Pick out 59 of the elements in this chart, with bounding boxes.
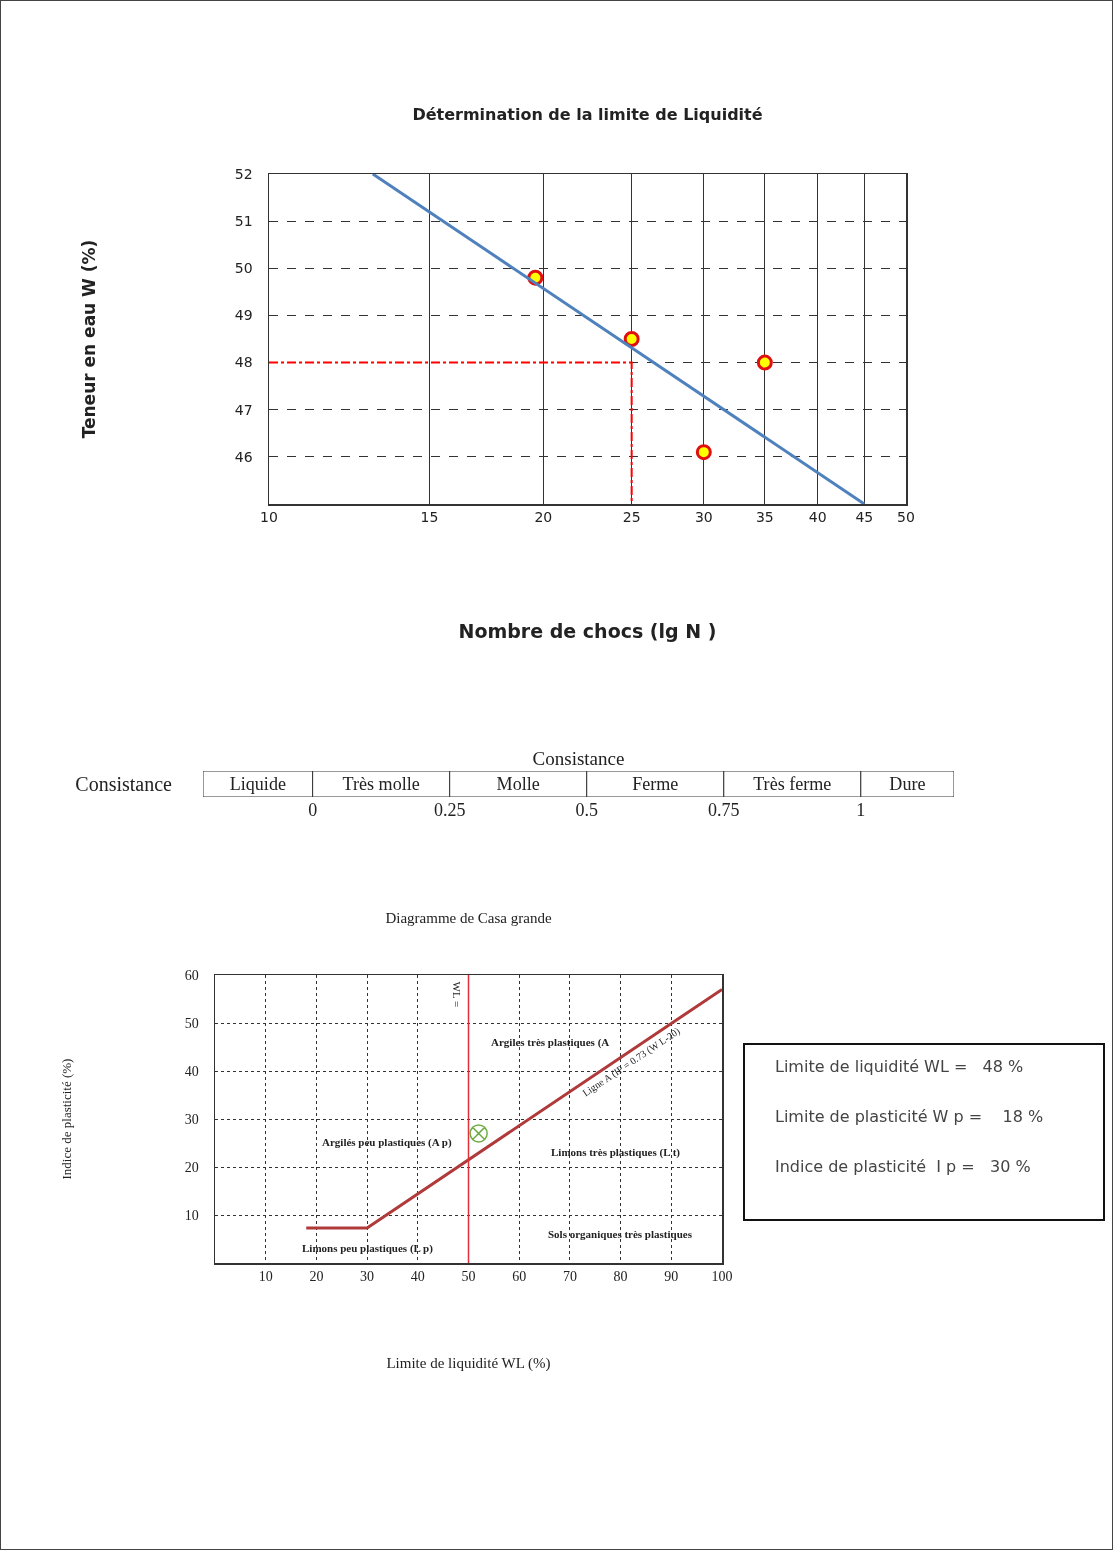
y-tick-label: 46 [234, 448, 253, 465]
x-tick-label: 20 [309, 1269, 324, 1285]
x-axis-title: Limite de liquidité WL (%) [386, 1355, 551, 1373]
x-tick-label: 35 [755, 509, 774, 526]
chart-title: Diagramme de Casa grande [385, 910, 552, 927]
x-tick-label: 20 [534, 509, 553, 526]
x-tick-label: 45 [855, 509, 874, 526]
annotation: Limons très plastiques (L t) [551, 1146, 681, 1159]
x-tick-label: 80 [613, 1269, 628, 1285]
x-tick-label: 10 [260, 509, 278, 526]
y-tick-label: 60 [184, 967, 199, 983]
text: Consistance [75, 773, 173, 795]
series-label: Molle [496, 774, 540, 795]
y-tick-label: 20 [184, 1159, 199, 1175]
x-tick-label: 40 [410, 1269, 425, 1285]
x-tick-label: 10 [258, 1269, 273, 1285]
x-tick-label: 50 [897, 509, 915, 526]
y-tick-label: 40 [184, 1063, 199, 1079]
y-axis-title: Indice de plasticité (%) [58, 1058, 74, 1180]
y-tick-label: 50 [184, 1015, 199, 1031]
y-tick-label: 51 [234, 213, 253, 230]
y-tick-label: 10 [184, 1207, 199, 1223]
annotation: Sols organiques très plastiques [548, 1228, 693, 1240]
y-tick-label: 47 [234, 401, 253, 418]
x-tick-label: 30 [360, 1269, 375, 1285]
x-axis-title: Nombre de chocs (lg N ) [458, 619, 717, 642]
x-tick-label: 70 [562, 1269, 577, 1285]
series-label: Dure [889, 774, 926, 795]
x-tick-label: 0.25 [433, 800, 466, 820]
text: Indice de plasticité I p = 30 % [775, 1157, 1031, 1176]
x-tick-label: 30 [694, 509, 713, 526]
y-tick-label: 50 [234, 260, 253, 277]
annotation: Argiles très plastiques (A [491, 1036, 610, 1049]
y-tick-label: 49 [234, 307, 253, 324]
y-axis-title: Teneur en eau W (%) [78, 239, 99, 439]
x-tick-label: 0.5 [575, 800, 598, 820]
annotation: Argilés peu plastiques (A p) [322, 1136, 452, 1149]
series-label: Très ferme [753, 774, 832, 795]
x-tick-label: 25 [622, 509, 641, 526]
y-tick-label: 30 [184, 1111, 199, 1127]
text: Limite de plasticité W p = 18 % [775, 1107, 1044, 1126]
x-tick-label: 90 [664, 1269, 679, 1285]
annotation: Limons peu plastiques (L p) [302, 1242, 434, 1255]
x-tick-label: 40 [808, 509, 827, 526]
x-tick-label: 60 [512, 1269, 527, 1285]
x-tick-label: 0 [308, 800, 318, 820]
y-tick-label: 52 [234, 165, 253, 182]
x-tick-label: 1 [856, 800, 866, 820]
y-tick-label: 48 [234, 354, 253, 371]
x-tick-label: 50 [461, 1269, 476, 1285]
x-tick-label: 100 [711, 1269, 733, 1285]
chart-title: Détermination de la limite de Liquidité [412, 104, 763, 124]
series-label: Liquide [229, 774, 286, 795]
text: Limite de liquidité WL = 48 % [775, 1057, 1024, 1076]
series-label: Ferme [632, 774, 679, 795]
x-tick-label: 0.75 [708, 800, 740, 820]
ref-line-label: WL = [450, 981, 463, 1008]
series-label: Très molle [342, 774, 420, 795]
x-tick-label: 15 [420, 509, 439, 526]
